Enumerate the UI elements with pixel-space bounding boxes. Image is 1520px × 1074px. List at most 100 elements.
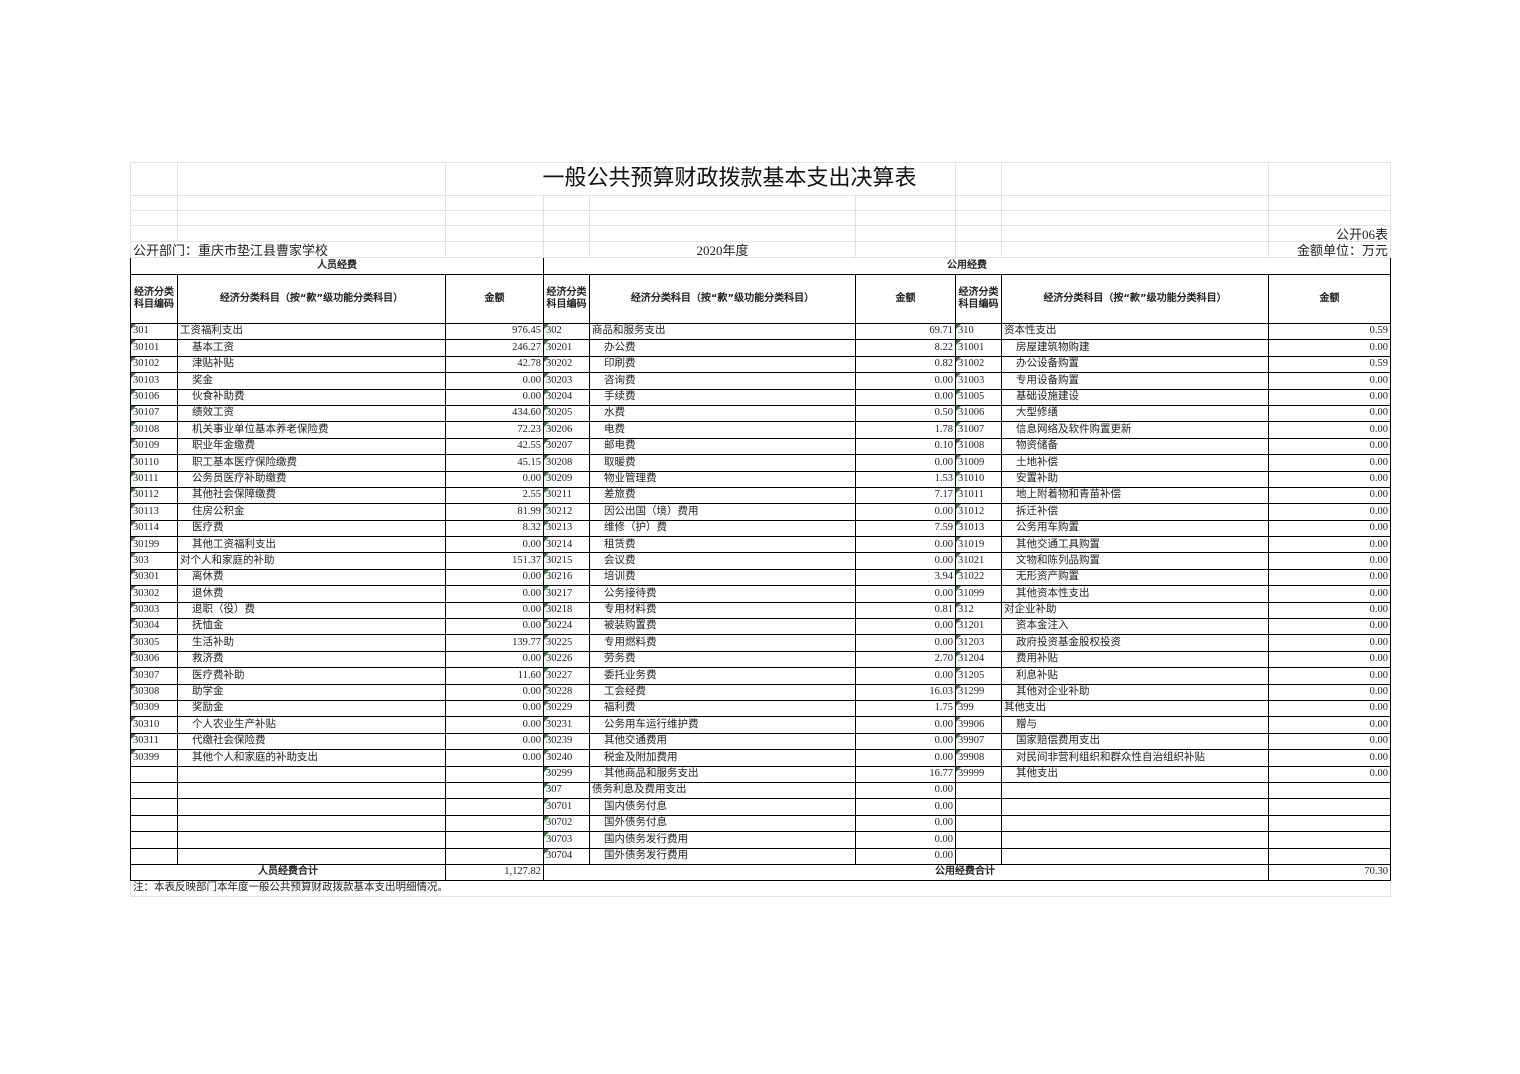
cell-amount: 0.00 (1268, 732, 1392, 751)
cell-name: 基础设施建设 (1001, 388, 1270, 406)
cell-name: 离休费 (177, 568, 446, 587)
col-header-name: 经济分类科目（按“款”级功能分类科目） (589, 274, 856, 324)
cell-code: 39999 (955, 765, 1003, 783)
table-row: 30112 其他社会保障缴费 2.55 30211 差旅费 7.17 31011 地上附着物和… (130, 486, 1392, 505)
cell-name (177, 765, 446, 783)
cell-name: 政府投资基金股权投资 (1001, 634, 1270, 652)
table-row: 30308 助学金 0.00 30228 工会经费 16.03 31299 其他对企业补助 0.… (130, 683, 1392, 701)
cell-code: 30239 (543, 732, 590, 751)
cell-code: 30218 (543, 601, 590, 620)
col-header-name: 经济分类科目（按“款”级功能分类科目） (177, 274, 446, 324)
cell-amount: 0.00 (445, 568, 544, 587)
table-row: 30101 基本工资 246.27 30201 办公费 8.22 31001 房屋建筑物购建 0… (130, 339, 1392, 357)
cell-name: 其他个人和家庭的补助支出 (177, 749, 446, 767)
cell-code: 30205 (543, 404, 590, 423)
cell-code: 30308 (130, 683, 178, 701)
cell-name (177, 814, 446, 833)
department-label: 公开部门：重庆市垫江县曹家学校 (130, 241, 446, 258)
cell-amount (1268, 847, 1392, 865)
cell-amount: 0.00 (445, 618, 544, 636)
cell-amount: 0.00 (854, 749, 957, 767)
cell-code: 30226 (543, 650, 590, 669)
cell-name: 其他交通工具购置 (1001, 536, 1270, 554)
cell-code: 30113 (130, 503, 178, 521)
cell-amount: 45.15 (445, 454, 544, 472)
table-row: 30304 抚恤金 0.00 30224 被装购置费 0.00 31201 资本金注入 0.00 (130, 618, 1392, 636)
cell-amount: 0.00 (1268, 421, 1392, 439)
col-header-code: 经济分类科目编码 (955, 274, 1003, 324)
cell-amount: 0.00 (1268, 486, 1392, 505)
cell-amount: 0.00 (445, 470, 544, 488)
cell-name: 水费 (589, 404, 856, 423)
cell-name: 绩效工资 (177, 404, 446, 423)
cell-code: 30102 (130, 355, 178, 374)
cell-code (955, 847, 1003, 865)
cell-code: 30227 (543, 667, 590, 685)
cell-name: 其他支出 (1001, 765, 1270, 783)
cell-amount: 0.00 (854, 716, 957, 734)
table-row: 30303 退职（役）费 0.00 30218 专用材料费 0.81 312 对企业补助 0.0… (130, 601, 1392, 620)
cell-name (177, 798, 446, 816)
cell-amount: 0.00 (1268, 503, 1392, 521)
table-row: 307 债务利息及费用支出 0.00 (130, 781, 1392, 800)
cell-code: 30207 (543, 437, 590, 456)
cell-code (955, 798, 1003, 816)
cell-amount: 16.03 (854, 683, 957, 701)
cell-amount: 0.00 (1268, 585, 1392, 603)
cell-name: 其他交通费用 (589, 732, 856, 751)
personnel-total-label: 人员经费合计 (130, 863, 446, 881)
cell-amount: 0.00 (445, 699, 544, 718)
cell-code: 30108 (130, 421, 178, 439)
cell-name: 资本金注入 (1001, 618, 1270, 636)
table-number: 公开06表 (1268, 225, 1392, 242)
cell-code: 31001 (955, 339, 1003, 357)
cell-name: 救济费 (177, 650, 446, 669)
cell-amount: 72.23 (445, 421, 544, 439)
cell-code: 30228 (543, 683, 590, 701)
cell-amount: 2.70 (854, 650, 957, 669)
cell-name: 资本性支出 (1001, 322, 1270, 341)
cell-amount: 0.59 (1268, 322, 1392, 341)
cell-name: 奖励金 (177, 699, 446, 718)
cell-code: 301 (130, 322, 178, 341)
cell-name (177, 831, 446, 849)
table-row: 30704 国外债务发行费用 0.00 (130, 847, 1392, 865)
cell-name: 津贴补贴 (177, 355, 446, 374)
expenditure-table: 一般公共预算财政拨款基本支出决算表 公开06表 公开部门：重庆市垫江县曹家学校 … (129, 162, 1392, 897)
cell-amount (445, 798, 544, 816)
cell-amount: 0.00 (1268, 683, 1392, 701)
cell-code: 31013 (955, 519, 1003, 538)
cell-name: 税金及附加费用 (589, 749, 856, 767)
cell-name (177, 781, 446, 800)
cell-code (955, 814, 1003, 833)
cell-name: 国内债务发行费用 (589, 831, 856, 849)
cell-name: 安置补助 (1001, 470, 1270, 488)
cell-code: 30101 (130, 339, 178, 357)
cell-amount: 0.00 (1268, 437, 1392, 456)
cell-amount (1268, 781, 1392, 800)
table-row: 30299 其他商品和服务支出 16.77 39999 其他支出 0.00 (130, 765, 1392, 783)
cell-name (1001, 814, 1270, 833)
cell-amount (445, 814, 544, 833)
table-row: 303 对个人和家庭的补助 151.37 30215 会议费 0.00 31021 文物和陈列… (130, 552, 1392, 570)
table-row: 30701 国内债务付息 0.00 (130, 798, 1392, 816)
cell-amount: 0.00 (1268, 568, 1392, 587)
cell-code (130, 765, 178, 783)
table-row: 30113 住房公积金 81.99 30212 因公出国（境）费用 0.00 31012 拆迁… (130, 503, 1392, 521)
cell-code: 31021 (955, 552, 1003, 570)
table-row: 30106 伙食补助费 0.00 30204 手续费 0.00 31005 基础设施建设 0.0… (130, 388, 1392, 406)
cell-code (130, 798, 178, 816)
group-header-personnel: 人员经费 (130, 257, 544, 275)
table-row: 30311 代缴社会保险费 0.00 30239 其他交通费用 0.00 39907 国家赔偿… (130, 732, 1392, 751)
cell-name: 赠与 (1001, 716, 1270, 734)
table-row: 30702 国外债务付息 0.00 (130, 814, 1392, 833)
cell-code: 30311 (130, 732, 178, 751)
table-row: 30301 离休费 0.00 30216 培训费 3.94 31022 无形资产购置 0.00 (130, 568, 1392, 587)
cell-name: 基本工资 (177, 339, 446, 357)
cell-amount: 0.00 (1268, 765, 1392, 783)
cell-code: 30106 (130, 388, 178, 406)
cell-code: 30114 (130, 519, 178, 538)
cell-name: 专用设备购置 (1001, 372, 1270, 390)
cell-amount: 69.71 (854, 322, 957, 341)
public-total-label: 公用经费合计 (542, 863, 1270, 881)
